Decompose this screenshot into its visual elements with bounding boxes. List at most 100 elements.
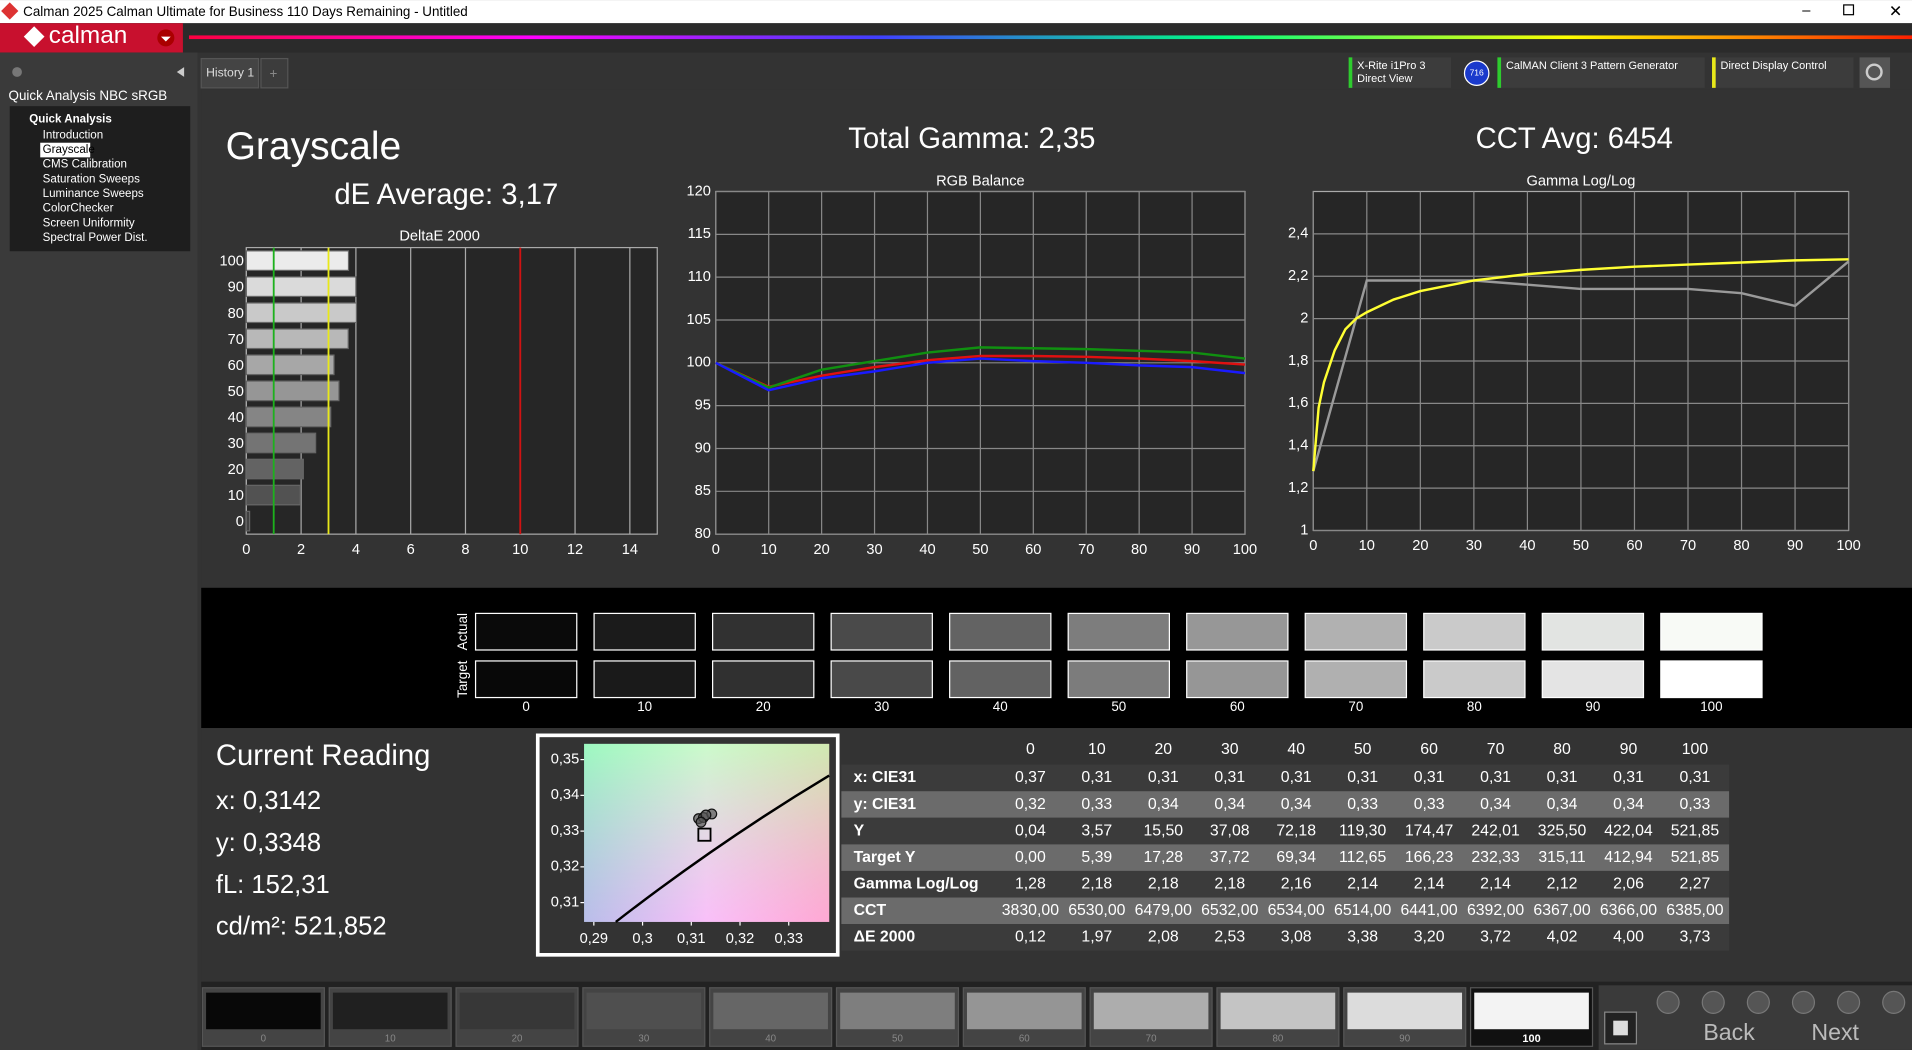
y-tick-label: 0,35 <box>551 751 579 767</box>
patch-button-label[interactable]: 70 <box>1146 1034 1157 1045</box>
patch-label: 30 <box>874 699 889 714</box>
patch-button-label[interactable]: 100 <box>1522 1033 1540 1045</box>
sidebar-item[interactable]: Grayscale <box>43 144 95 156</box>
column-header: 70 <box>1487 741 1505 758</box>
target-patch <box>1660 660 1763 699</box>
sidebar-collapse[interactable] <box>176 67 185 77</box>
control-button[interactable] <box>1837 990 1861 1014</box>
patch-button-label[interactable]: 20 <box>512 1034 523 1045</box>
tree-root[interactable]: Quick Analysis <box>29 114 112 126</box>
series-line <box>715 354 1246 389</box>
x-tick-label: 50 <box>1573 538 1589 554</box>
cell: 521,85 <box>1671 822 1720 839</box>
y-tick-label: 50 <box>228 384 244 400</box>
y-tick-label: 85 <box>695 483 711 499</box>
tab-label[interactable]: History 1 <box>206 65 254 79</box>
x-tick-label: 0 <box>712 542 720 558</box>
control-button[interactable] <box>1746 990 1770 1014</box>
cell: 0,04 <box>1015 822 1046 839</box>
target-patch <box>1541 660 1645 699</box>
control-button[interactable] <box>1656 990 1680 1014</box>
cell: 3,08 <box>1281 929 1312 946</box>
target-patch <box>1067 660 1171 699</box>
patch-button-label[interactable]: 30 <box>638 1034 649 1045</box>
patch-button-label[interactable]: 40 <box>765 1034 776 1045</box>
column-header: 50 <box>1354 741 1372 758</box>
cell: 2,27 <box>1680 876 1711 893</box>
cell: 174,47 <box>1405 822 1454 839</box>
x-tick-label: 0,32 <box>726 931 754 947</box>
x-tick-label: 80 <box>1131 542 1147 558</box>
column-header: 20 <box>1154 741 1172 758</box>
patch-button-label[interactable]: 0 <box>261 1034 267 1045</box>
meter-badge[interactable] <box>1463 60 1490 87</box>
column-header: 80 <box>1553 741 1571 758</box>
sidebar-item[interactable]: Luminance Sweeps <box>43 188 144 200</box>
sidebar-item[interactable]: Screen Uniformity <box>43 217 135 229</box>
back-button[interactable]: Back <box>1703 1019 1755 1045</box>
x-tick-label: 80 <box>1733 538 1749 554</box>
settings-button[interactable] <box>1859 57 1891 88</box>
target-patch <box>593 660 696 699</box>
sidebar-item[interactable]: CMS Calibration <box>43 159 127 171</box>
cell: 6532,00 <box>1201 902 1258 919</box>
patch-button-label[interactable]: 90 <box>1399 1034 1410 1045</box>
control-button[interactable] <box>1791 990 1816 1014</box>
x-tick-label: 10 <box>1359 538 1375 554</box>
patch-button-label[interactable]: 80 <box>1272 1034 1283 1045</box>
sidebar-item[interactable]: Saturation Sweeps <box>43 173 140 185</box>
x-tick-label: 20 <box>1412 538 1428 554</box>
patch-button-label[interactable]: 10 <box>385 1034 396 1045</box>
patch-button-label[interactable]: 60 <box>1019 1034 1030 1045</box>
chart-title: RGB Balance <box>936 174 1025 190</box>
tab[interactable] <box>200 57 260 89</box>
cell: 521,85 <box>1671 849 1720 866</box>
control-button[interactable] <box>1882 990 1906 1014</box>
sidebar-item[interactable]: Spectral Power Dist. <box>43 232 148 244</box>
cell: 2,12 <box>1547 876 1578 893</box>
x-tick-label: 60 <box>1025 542 1041 558</box>
patch-button-label[interactable]: 50 <box>892 1034 903 1045</box>
logo-text: calman <box>49 22 128 49</box>
column-header: 100 <box>1682 741 1709 758</box>
y-tick-label: 80 <box>695 526 711 542</box>
pattern-box[interactable] <box>1497 57 1705 88</box>
minimize-button[interactable]: – <box>1802 3 1811 19</box>
cell: 6479,00 <box>1135 902 1192 919</box>
display-control: Direct Display Control <box>1721 60 1827 72</box>
workflow-tree <box>9 106 191 252</box>
y-tick-label: 110 <box>688 269 711 285</box>
close-button[interactable]: ✕ <box>1889 3 1902 20</box>
cell: 5,39 <box>1081 849 1112 866</box>
bar <box>245 458 304 480</box>
y-tick-label: 95 <box>695 398 711 414</box>
control-button[interactable] <box>1701 990 1725 1014</box>
next-button[interactable]: Next <box>1811 1019 1859 1045</box>
meter-box[interactable] <box>1348 57 1452 88</box>
bar <box>245 302 358 324</box>
display-box[interactable] <box>1712 57 1854 88</box>
y-tick-label: 1,4 <box>1288 438 1308 454</box>
total-gamma: Total Gamma: 2,35 <box>848 123 1095 155</box>
reading-line: fL: 152,31 <box>216 871 330 899</box>
x-tick-label: 100 <box>1836 538 1860 554</box>
y-tick-label: 90 <box>695 440 711 456</box>
target-patch <box>1304 660 1408 699</box>
sidebar-item[interactable]: ColorChecker <box>43 203 114 215</box>
actual-patch <box>1541 612 1645 651</box>
restore-button[interactable] <box>1843 4 1855 16</box>
de-average: dE Average: 3,17 <box>334 179 558 211</box>
x-tick-label: 20 <box>813 542 829 558</box>
add-tab[interactable] <box>260 57 289 89</box>
app-icon <box>1 2 19 20</box>
cell: 17,28 <box>1143 849 1183 866</box>
y-tick-label: 80 <box>228 306 244 322</box>
sidebar-item[interactable]: Introduction <box>43 129 104 141</box>
cell: 0,31 <box>1347 769 1378 786</box>
sidebar-pin[interactable] <box>12 67 22 77</box>
title-bar <box>0 0 1912 24</box>
x-tick-label: 12 <box>567 542 583 558</box>
x-tick-label: 50 <box>972 542 988 558</box>
patch-button-swatch <box>586 992 702 1030</box>
cie-tint <box>584 743 830 922</box>
